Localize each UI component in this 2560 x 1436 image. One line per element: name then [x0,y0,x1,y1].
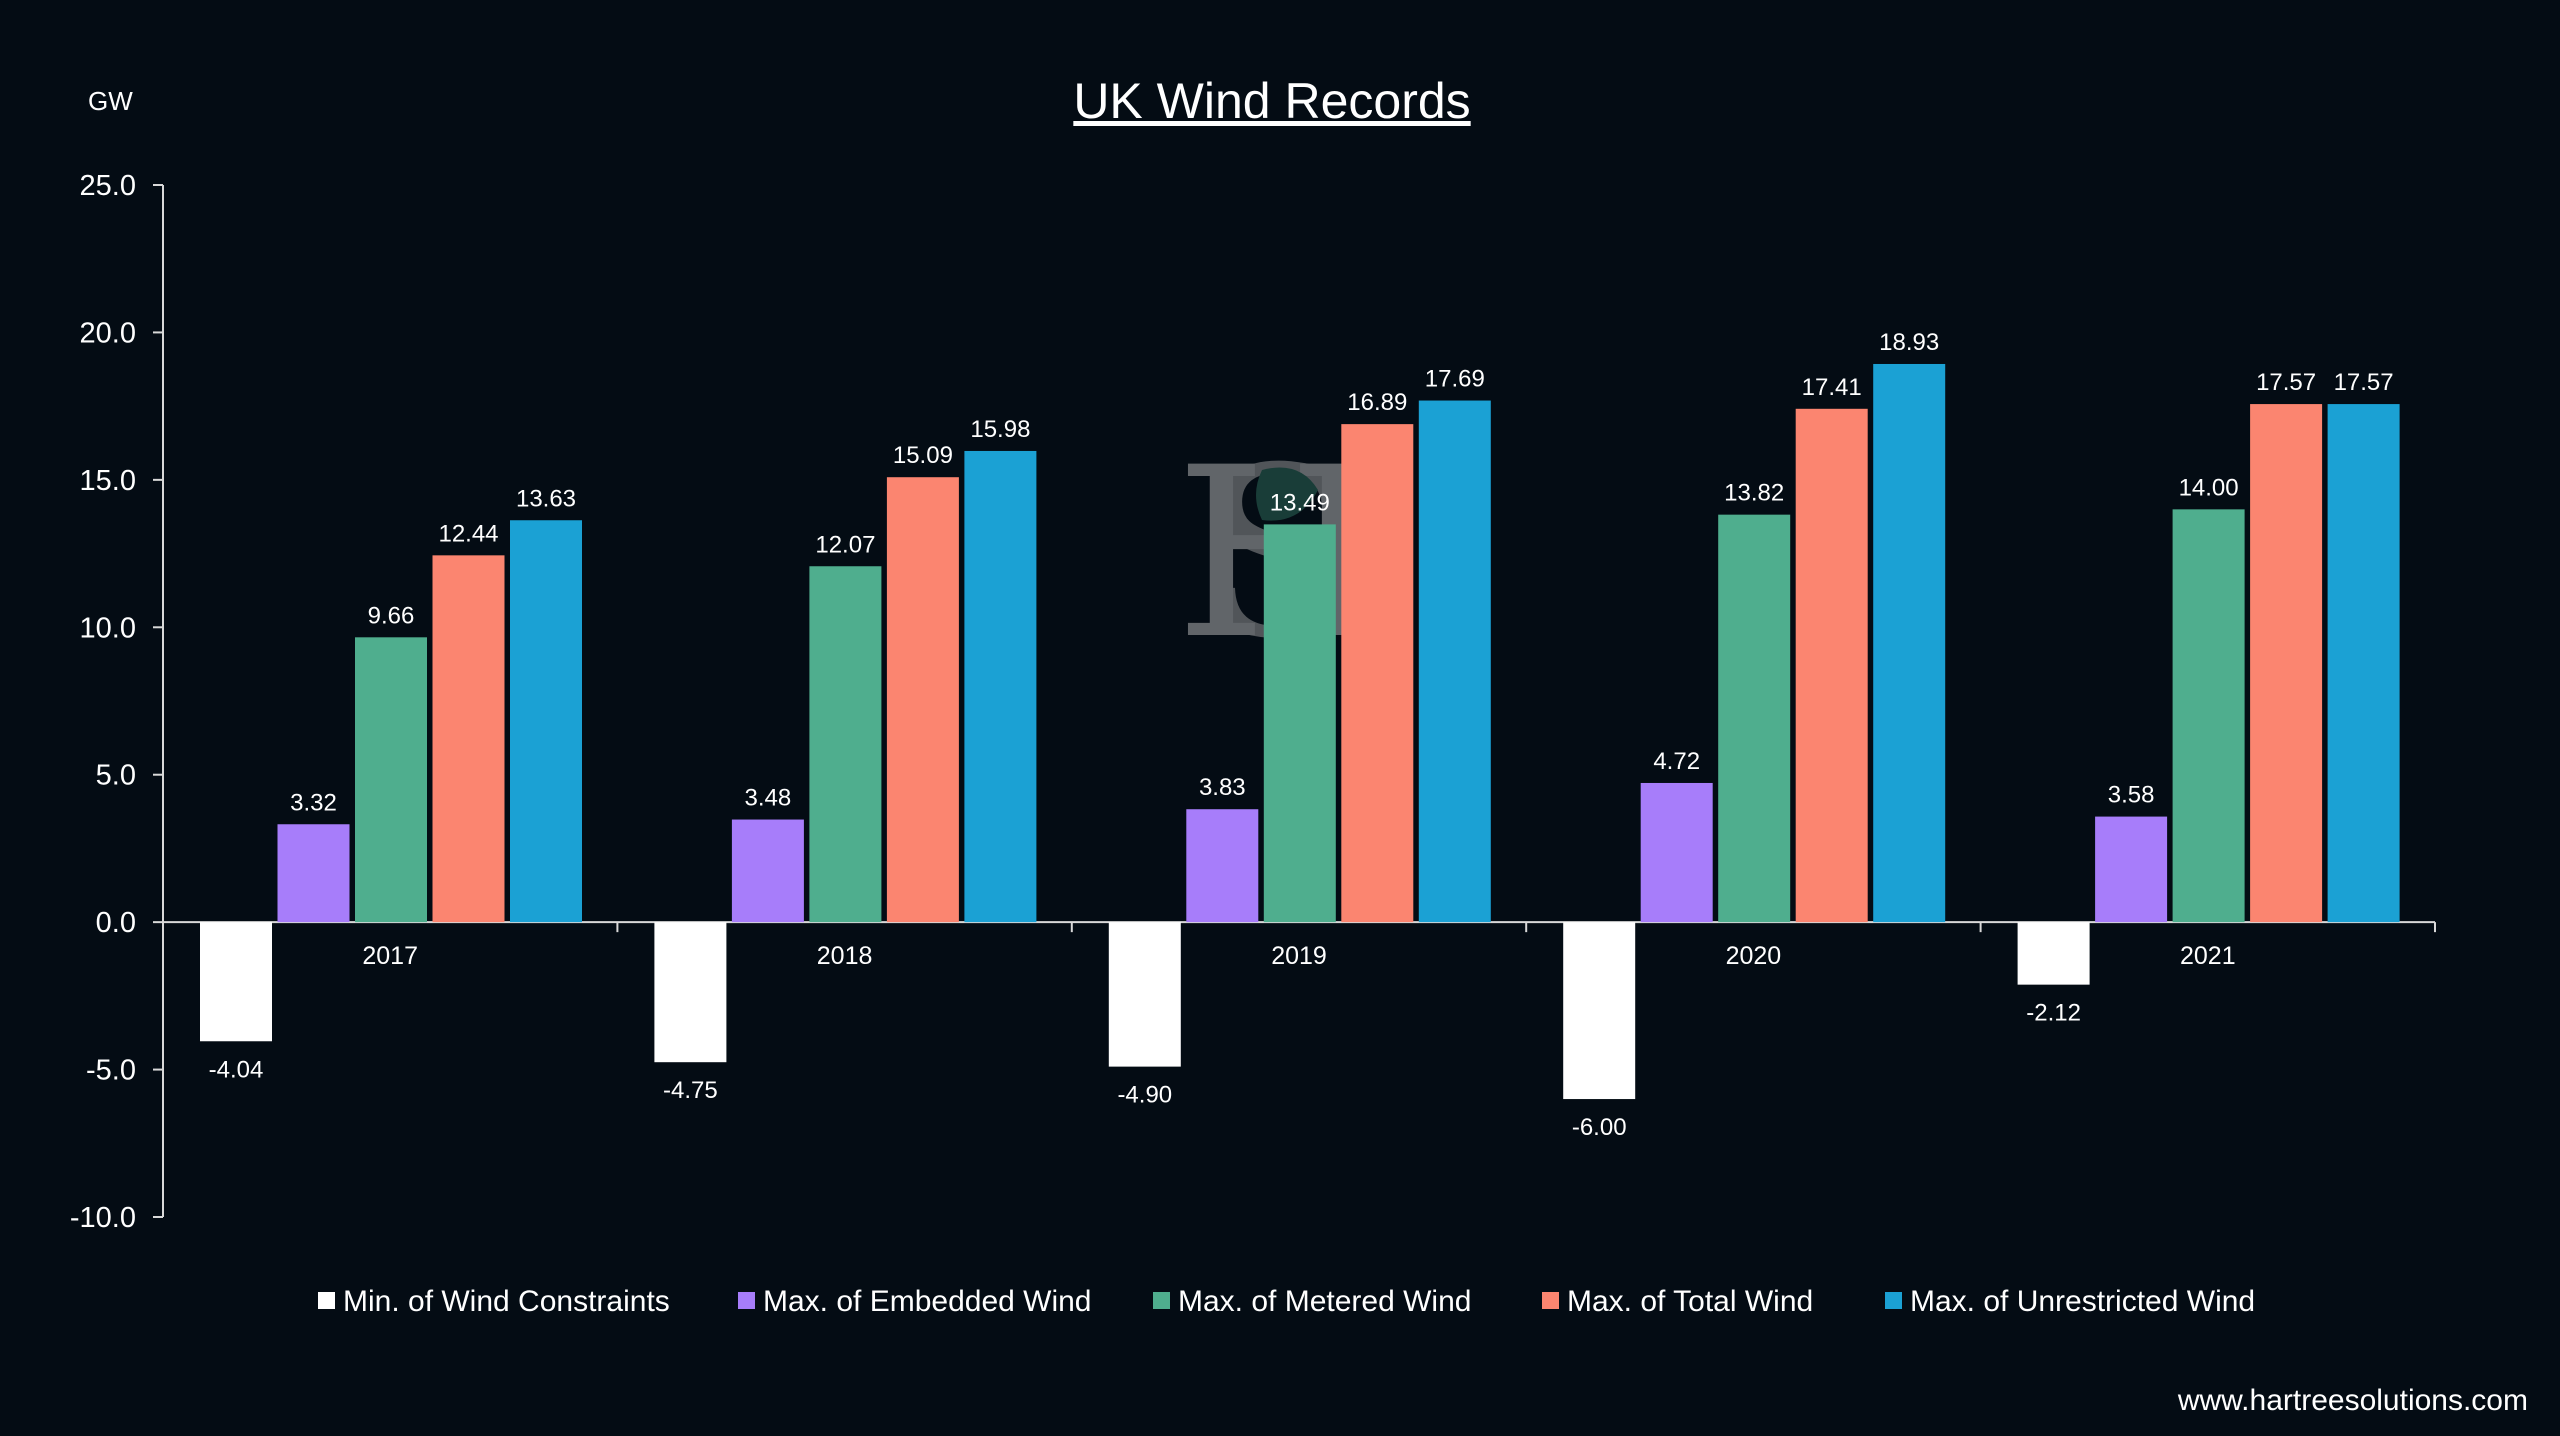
data-label: -4.90 [1117,1082,1172,1109]
legend-swatch [738,1292,755,1309]
x-tick-label: 2020 [1726,942,1782,970]
bar [964,450,1037,923]
legend: Min. of Wind Constraints Max. of Embedded… [318,1285,2255,1318]
bar [1795,408,1868,923]
bar [809,566,882,923]
legend-swatch [1542,1292,1559,1309]
bar [200,922,272,1042]
data-label: 12.44 [438,520,498,547]
y-tick-label: 20.0 [80,317,136,349]
x-axis: 2017 2018 2019 2020 2021 [162,921,2436,970]
legend-label: Max. of Metered Wind [1178,1285,1471,1318]
y-tick-label: 10.0 [80,612,136,644]
data-label: 17.69 [1425,366,1485,393]
data-label: 13.82 [1724,480,1784,507]
bar [510,520,582,923]
bar [654,922,727,1063]
bar [1873,363,1946,923]
bar [432,555,505,923]
data-label: 3.58 [2108,782,2155,809]
legend-label: Min. of Wind Constraints [343,1285,670,1318]
data-label: 3.83 [1199,774,1246,801]
bar [2017,922,2090,985]
data-label: 15.98 [970,416,1030,443]
data-label: 9.66 [368,602,415,629]
chart-title: UK Wind Records [1073,73,1470,129]
bar [277,824,350,923]
legend-label: Max. of Unrestricted Wind [1910,1285,2255,1318]
data-label: -2.12 [2026,1000,2081,1027]
data-label: 13.49 [1270,489,1330,516]
y-tick-label: 0.0 [96,907,136,939]
bar [1186,809,1259,923]
legend-label: Max. of Total Wind [1567,1285,1813,1318]
legend-swatch [318,1292,335,1309]
data-label: 17.41 [1802,374,1862,401]
y-tick-label: 25.0 [80,170,136,202]
data-label: -4.04 [209,1056,264,1083]
y-axis: -10.0 -5.0 0.0 5.0 10.0 15.0 20.0 25.0 [70,170,164,1234]
y-tick-label: -5.0 [86,1055,136,1087]
data-label: 3.48 [745,785,792,812]
bar [1108,922,1181,1067]
y-tick-label: -10.0 [70,1202,136,1234]
bar [2095,816,2168,923]
data-label: 14.00 [2179,474,2239,501]
bar [731,819,804,923]
data-label: 16.89 [1347,389,1407,416]
bar [1718,514,1791,923]
data-label: 18.93 [1879,329,1939,356]
x-tick-label: 2017 [362,942,418,970]
legend-swatch [1153,1292,1170,1309]
bar [2327,404,2400,923]
data-label: 15.09 [893,442,953,469]
bar [886,477,959,923]
data-label: 12.07 [815,531,875,558]
x-tick-label: 2021 [2180,942,2236,970]
bar [1640,782,1713,923]
bar [355,637,427,923]
data-label: 17.57 [2256,369,2316,396]
bar [1263,524,1336,923]
bar [2250,404,2323,923]
data-label: -4.75 [663,1077,718,1104]
y-axis-unit-label: GW [88,86,133,116]
x-tick-label: 2019 [1271,942,1327,970]
bar [1341,424,1414,923]
data-label: 3.32 [290,789,337,816]
bar [1418,400,1491,923]
data-label: 13.63 [516,485,576,512]
y-tick-label: 5.0 [96,760,136,792]
data-label: -6.00 [1572,1114,1627,1141]
data-label: 4.72 [1653,748,1700,775]
data-label: 17.57 [2334,369,2394,396]
legend-label: Max. of Embedded Wind [763,1285,1092,1318]
y-tick-label: 15.0 [80,465,136,497]
legend-swatch [1885,1292,1902,1309]
bars-group [200,363,2400,1100]
footer-website: www.hartreesolutions.com [2177,1384,2528,1417]
value-labels-group: -4.04 -4.75 -4.90 -6.00 -2.12 3.32 3.48 3.83 4.7… [209,329,2394,1141]
bar [2172,509,2245,923]
x-tick-label: 2018 [817,942,873,970]
bar [1563,922,1636,1100]
